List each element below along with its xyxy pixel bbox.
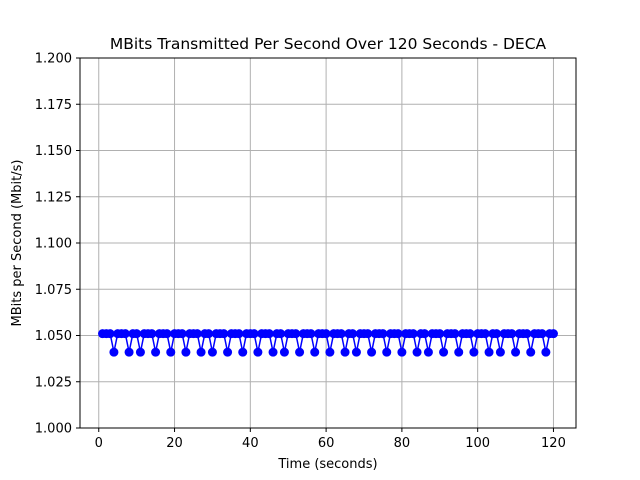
x-tick-label: 60 bbox=[318, 436, 335, 451]
data-point bbox=[548, 329, 558, 339]
data-point bbox=[109, 347, 119, 357]
grid bbox=[80, 57, 576, 429]
data-point bbox=[295, 347, 305, 357]
data-point bbox=[264, 329, 274, 339]
data-point bbox=[325, 347, 335, 357]
data-point bbox=[537, 329, 547, 339]
chart-title: MBits Transmitted Per Second Over 120 Se… bbox=[110, 35, 547, 53]
data-point bbox=[450, 329, 460, 339]
data-point bbox=[469, 347, 479, 357]
y-tick-label: 1.025 bbox=[35, 375, 72, 390]
data-point bbox=[253, 347, 263, 357]
data-point bbox=[147, 329, 157, 339]
data-point bbox=[336, 329, 346, 339]
data-point bbox=[480, 329, 490, 339]
y-tick-label: 1.125 bbox=[35, 190, 72, 205]
data-point bbox=[166, 347, 176, 357]
y-tick-label: 1.100 bbox=[35, 237, 72, 252]
data-point bbox=[207, 347, 217, 357]
data-point bbox=[268, 347, 278, 357]
data-point bbox=[507, 329, 517, 339]
data-point bbox=[393, 329, 403, 339]
data-point bbox=[367, 347, 377, 357]
data-point bbox=[238, 347, 248, 357]
data-point bbox=[291, 329, 301, 339]
x-tick-label: 20 bbox=[166, 436, 183, 451]
data-point bbox=[310, 347, 320, 357]
y-axis: 1.000 1.025 1.050 1.075 1.100 1.125 1.150 1.175… bbox=[35, 52, 80, 437]
data-point bbox=[105, 329, 115, 339]
x-axis-label: Time (seconds) bbox=[277, 457, 377, 472]
data-point bbox=[306, 329, 316, 339]
y-tick-label: 1.075 bbox=[35, 283, 72, 298]
x-tick-label: 120 bbox=[541, 436, 566, 451]
data-point bbox=[223, 347, 233, 357]
data-point bbox=[526, 347, 536, 357]
x-tick-label: 80 bbox=[394, 436, 411, 451]
data-point bbox=[120, 329, 130, 339]
data-point bbox=[124, 347, 134, 357]
data-point bbox=[151, 347, 161, 357]
data-point bbox=[454, 347, 464, 357]
data-point bbox=[234, 329, 244, 339]
data-point bbox=[219, 329, 229, 339]
data-point bbox=[397, 347, 407, 357]
data-point bbox=[412, 347, 422, 357]
data-point bbox=[276, 329, 286, 339]
y-tick-label: 1.050 bbox=[35, 329, 72, 344]
data-point bbox=[177, 329, 187, 339]
data-point bbox=[348, 329, 358, 339]
data-point bbox=[196, 347, 206, 357]
data-point bbox=[249, 329, 259, 339]
data-point bbox=[495, 347, 505, 357]
y-tick-label: 1.175 bbox=[35, 98, 72, 113]
data-point bbox=[363, 329, 373, 339]
data-point bbox=[181, 347, 191, 357]
y-tick-label: 1.000 bbox=[35, 422, 72, 437]
x-tick-label: 0 bbox=[95, 436, 103, 451]
data-point bbox=[435, 329, 445, 339]
data-point bbox=[340, 347, 350, 357]
data-point bbox=[204, 329, 214, 339]
x-axis: 0 20 40 60 80 100 120 bbox=[95, 428, 566, 451]
data-point bbox=[192, 329, 202, 339]
data-point bbox=[492, 329, 502, 339]
data-point bbox=[162, 329, 172, 339]
y-tick-label: 1.150 bbox=[35, 144, 72, 159]
y-tick-label: 1.200 bbox=[35, 52, 72, 67]
x-tick-label: 100 bbox=[465, 436, 490, 451]
y-axis-label: MBits per Second (Mbit/s) bbox=[10, 160, 25, 327]
series-layer bbox=[98, 329, 558, 357]
data-point bbox=[511, 347, 521, 357]
data-point bbox=[135, 347, 145, 357]
data-point bbox=[378, 329, 388, 339]
data-point bbox=[321, 329, 331, 339]
data-point bbox=[423, 347, 433, 357]
data-point bbox=[541, 347, 551, 357]
data-point bbox=[279, 347, 289, 357]
data-point bbox=[382, 347, 392, 357]
data-point bbox=[420, 329, 430, 339]
data-point bbox=[132, 329, 142, 339]
data-point bbox=[351, 347, 361, 357]
data-point bbox=[408, 329, 418, 339]
data-point bbox=[465, 329, 475, 339]
data-point bbox=[522, 329, 532, 339]
data-point bbox=[484, 347, 494, 357]
data-point bbox=[439, 347, 449, 357]
x-tick-label: 40 bbox=[242, 436, 259, 451]
